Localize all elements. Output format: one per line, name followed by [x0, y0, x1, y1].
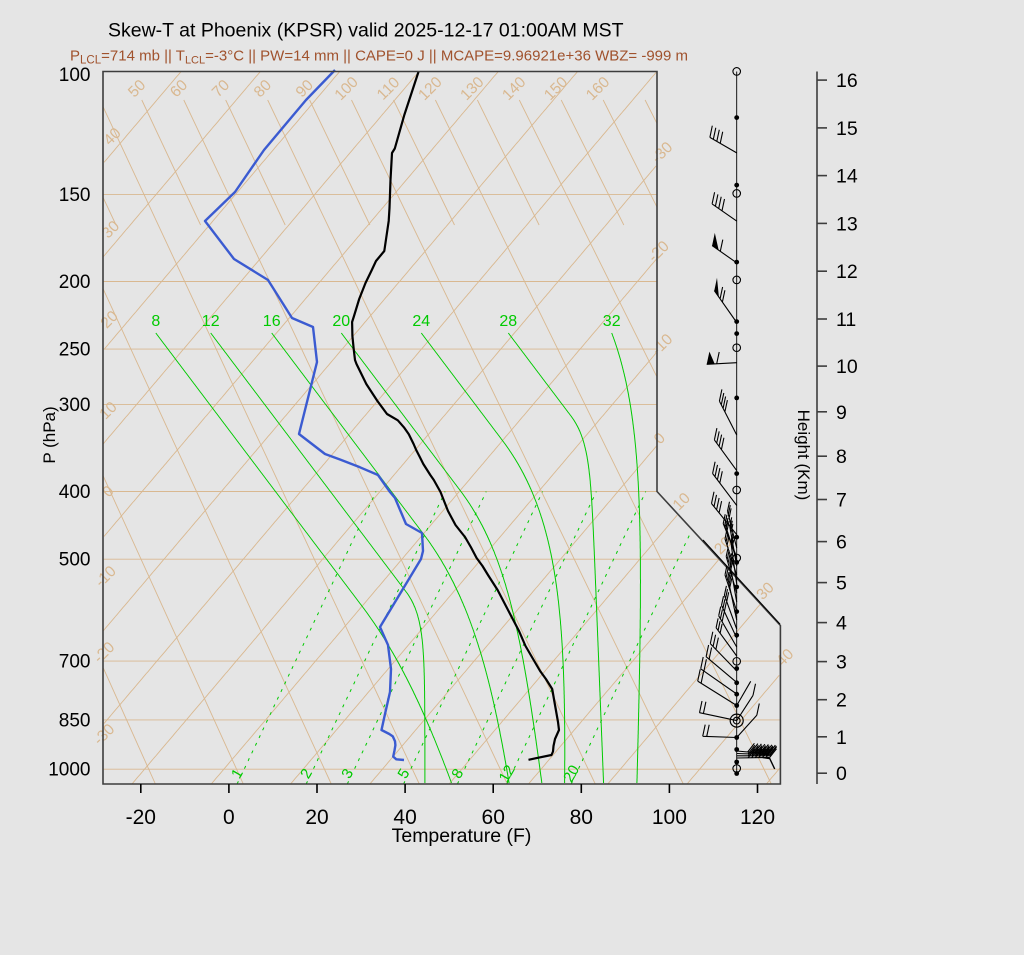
svg-text:60: 60 [482, 806, 505, 829]
svg-text:100: 100 [59, 65, 91, 86]
svg-text:12: 12 [836, 261, 858, 283]
svg-text:20: 20 [560, 762, 583, 785]
svg-text:6: 6 [836, 532, 847, 554]
svg-text:11: 11 [836, 309, 856, 331]
svg-text:3: 3 [836, 652, 847, 674]
svg-text:40: 40 [393, 806, 416, 829]
svg-text:PLCL=714 mb || TLCL=-3°C || PW: PLCL=714 mb || TLCL=-3°C || PW=14 mm || … [70, 48, 688, 67]
svg-text:150: 150 [59, 185, 91, 206]
svg-text:100: 100 [652, 806, 687, 829]
svg-text:850: 850 [59, 710, 91, 731]
svg-text:7: 7 [836, 490, 847, 512]
svg-text:200: 200 [59, 272, 91, 293]
svg-text:Height (Km): Height (Km) [794, 410, 813, 501]
svg-text:400: 400 [59, 482, 91, 503]
svg-text:10: 10 [836, 356, 858, 378]
svg-text:500: 500 [59, 550, 91, 571]
svg-text:1000: 1000 [48, 760, 90, 781]
svg-text:20: 20 [305, 806, 328, 829]
svg-text:Skew-T at Phoenix (KPSR) valid: Skew-T at Phoenix (KPSR) valid 2025-12-1… [108, 20, 624, 42]
svg-text:16: 16 [836, 70, 858, 92]
svg-text:28: 28 [499, 313, 517, 330]
svg-text:1: 1 [836, 727, 847, 749]
svg-text:250: 250 [59, 340, 91, 361]
svg-text:-20: -20 [126, 806, 156, 829]
svg-text:16: 16 [263, 313, 281, 330]
svg-text:13: 13 [836, 213, 858, 235]
svg-text:120: 120 [740, 806, 775, 829]
svg-text:8: 8 [836, 446, 847, 468]
svg-text:12: 12 [202, 313, 220, 330]
svg-text:P (hPa): P (hPa) [40, 406, 59, 463]
svg-text:0: 0 [836, 763, 847, 785]
svg-text:15: 15 [836, 118, 858, 140]
svg-text:32: 32 [603, 313, 621, 330]
svg-text:24: 24 [412, 313, 430, 330]
svg-text:Temperature (F): Temperature (F) [392, 825, 532, 847]
svg-text:2: 2 [836, 690, 847, 712]
svg-text:300: 300 [59, 395, 91, 416]
svg-text:20: 20 [332, 313, 350, 330]
svg-text:700: 700 [59, 652, 91, 673]
svg-text:8: 8 [151, 313, 160, 330]
svg-text:80: 80 [570, 806, 593, 829]
svg-text:4: 4 [836, 613, 847, 635]
svg-text:14: 14 [836, 166, 858, 188]
svg-text:0: 0 [223, 806, 235, 829]
svg-text:5: 5 [836, 573, 847, 595]
svg-text:9: 9 [836, 402, 847, 424]
